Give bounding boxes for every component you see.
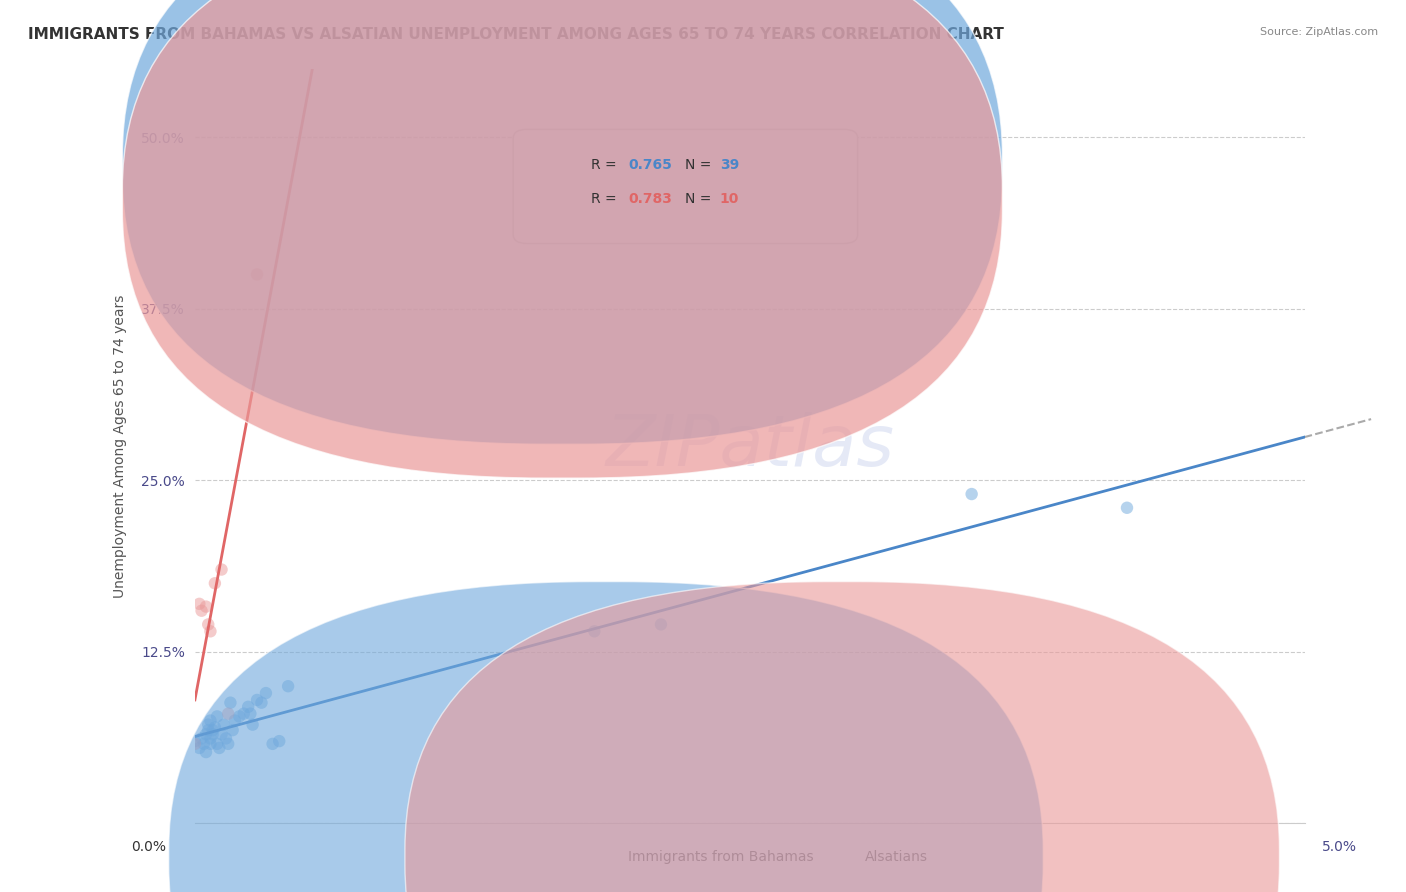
Point	[197, 717, 219, 731]
Text: 0.783: 0.783	[628, 192, 672, 206]
Point	[212, 717, 235, 731]
Point	[200, 731, 222, 746]
Point	[269, 734, 291, 748]
Point	[208, 741, 231, 756]
Text: R =: R =	[591, 192, 620, 206]
Point	[188, 741, 211, 756]
Point	[200, 624, 222, 639]
Point	[197, 723, 219, 738]
Point	[238, 699, 260, 714]
Point	[211, 562, 233, 576]
Point	[193, 737, 215, 751]
Point	[211, 727, 233, 741]
Point	[184, 734, 207, 748]
Point	[217, 706, 239, 721]
Text: N =: N =	[685, 192, 716, 206]
Point	[277, 679, 299, 693]
Point	[262, 737, 284, 751]
Point	[250, 696, 273, 710]
Text: Alsatians: Alsatians	[865, 850, 928, 864]
Point	[215, 731, 238, 746]
Point	[228, 709, 250, 723]
Point	[217, 737, 239, 751]
Text: ZIP​atlas: ZIP​atlas	[605, 411, 894, 481]
Point	[254, 686, 277, 700]
Point	[190, 604, 212, 618]
Point	[200, 714, 222, 728]
Point	[219, 696, 242, 710]
Point	[583, 624, 606, 639]
Point	[246, 268, 269, 282]
Point	[246, 693, 269, 707]
Point	[239, 706, 262, 721]
Point	[205, 709, 228, 723]
Text: 0.0%: 0.0%	[131, 840, 166, 854]
Point	[195, 745, 218, 759]
Y-axis label: Unemployment Among Ages 65 to 74 years: Unemployment Among Ages 65 to 74 years	[114, 294, 128, 598]
Text: R =: R =	[591, 158, 620, 172]
Point	[197, 617, 219, 632]
Point	[1116, 500, 1139, 515]
Point	[195, 599, 218, 614]
Point	[204, 720, 226, 734]
Point	[184, 737, 207, 751]
Text: Immigrants from Bahamas: Immigrants from Bahamas	[628, 850, 814, 864]
Point	[205, 737, 228, 751]
Point	[201, 727, 224, 741]
Point	[232, 706, 254, 721]
Text: N =: N =	[685, 158, 716, 172]
Point	[224, 714, 246, 728]
Point	[188, 597, 211, 611]
Text: 10: 10	[720, 192, 740, 206]
Text: 0.765: 0.765	[628, 158, 672, 172]
Point	[242, 717, 264, 731]
Point	[204, 576, 226, 591]
Text: 5.0%: 5.0%	[1322, 840, 1357, 854]
Text: Source: ZipAtlas.com: Source: ZipAtlas.com	[1260, 27, 1378, 37]
Point	[201, 723, 224, 738]
Point	[195, 727, 218, 741]
Point	[221, 723, 243, 738]
Point	[200, 737, 222, 751]
Text: 39: 39	[720, 158, 740, 172]
Text: IMMIGRANTS FROM BAHAMAS VS ALSATIAN UNEMPLOYMENT AMONG AGES 65 TO 74 YEARS CORRE: IMMIGRANTS FROM BAHAMAS VS ALSATIAN UNEM…	[28, 27, 1004, 42]
Point	[190, 731, 212, 746]
Point	[650, 617, 672, 632]
Point	[960, 487, 983, 501]
